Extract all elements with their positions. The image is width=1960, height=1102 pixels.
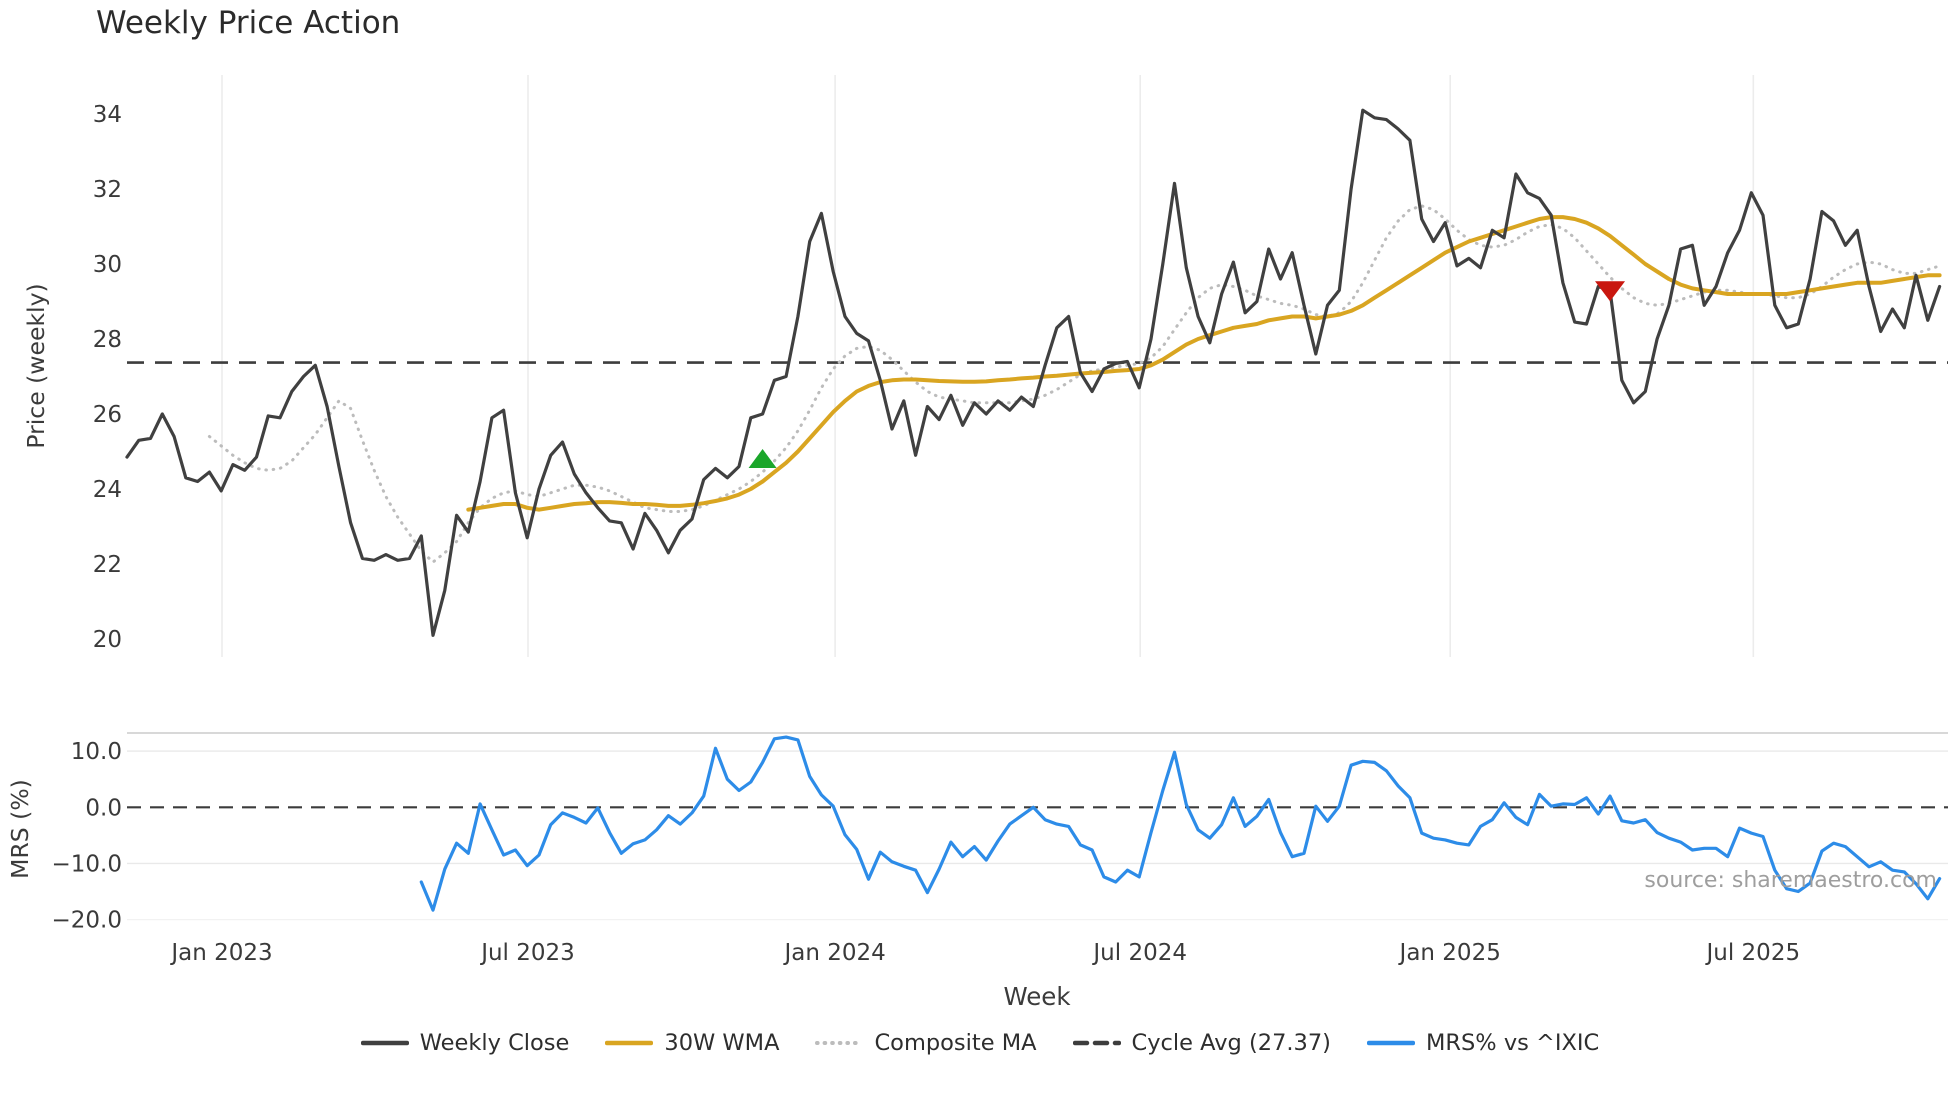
legend-item-cycle-avg-27-37: Cycle Avg (27.37) bbox=[1072, 1030, 1331, 1056]
mrs-y-tick-label: −20.0 bbox=[52, 908, 122, 934]
x-axis-title: Week bbox=[1003, 982, 1071, 1011]
x-tick-label: Jan 2024 bbox=[782, 940, 885, 966]
chart-title: Weekly Price Action bbox=[96, 5, 401, 41]
price-y-tick-label: 22 bbox=[93, 552, 122, 578]
mrs-y-tick-label: 0.0 bbox=[85, 795, 122, 821]
weekly-close-line bbox=[125, 108, 1942, 637]
legend-swatch-dotted-icon bbox=[815, 1041, 864, 1045]
chart-legend: Weekly Close 30W WMA Composite MA Cycle Avg… bbox=[0, 1030, 1960, 1056]
mrs-line bbox=[419, 735, 1942, 912]
legend-label: Cycle Avg (27.37) bbox=[1131, 1030, 1331, 1056]
price-y-tick-label: 30 bbox=[93, 252, 122, 278]
mrs-y-tick-label: 10.0 bbox=[71, 739, 122, 765]
wma-line bbox=[466, 215, 1942, 512]
sell-signal-marker-icon bbox=[1595, 281, 1626, 302]
x-tick-label: Jul 2025 bbox=[1704, 940, 1800, 966]
price-y-tick-label: 26 bbox=[93, 402, 122, 428]
x-tick-label: Jan 2025 bbox=[1398, 940, 1501, 966]
legend-swatch-solid-icon bbox=[1366, 1040, 1415, 1046]
legend-item-mrs-vs-ixic: MRS% vs ^IXIC bbox=[1366, 1030, 1600, 1056]
legend-label: MRS% vs ^IXIC bbox=[1425, 1030, 1600, 1056]
price-y-tick-label: 28 bbox=[93, 327, 122, 353]
legend-item-composite-ma: Composite MA bbox=[815, 1030, 1037, 1056]
source-watermark: source: sharemaestro.com bbox=[1644, 868, 1937, 893]
price-y-axis-title: Price (weekly) bbox=[22, 283, 50, 448]
x-tick-label: Jan 2023 bbox=[169, 940, 272, 966]
price-y-tick-label: 32 bbox=[93, 177, 122, 203]
legend-item-weekly-close: Weekly Close bbox=[360, 1030, 570, 1056]
price-y-tick-label: 34 bbox=[93, 102, 122, 128]
legend-label: 30W WMA bbox=[664, 1030, 780, 1056]
legend-swatch-solid-icon bbox=[605, 1040, 654, 1046]
x-tick-label: Jul 2023 bbox=[479, 940, 575, 966]
price-y-tick-label: 20 bbox=[93, 627, 122, 653]
legend-item-30w-wma: 30W WMA bbox=[605, 1030, 779, 1056]
price-y-tick-label: 24 bbox=[93, 477, 122, 503]
buy-signal-marker-icon bbox=[748, 449, 777, 468]
legend-swatch-dashed-icon bbox=[1072, 1040, 1121, 1046]
mrs-y-tick-label: −10.0 bbox=[52, 851, 122, 877]
legend-label: Weekly Close bbox=[419, 1030, 570, 1056]
x-tick-label: Jul 2024 bbox=[1091, 940, 1187, 966]
legend-swatch-solid-icon bbox=[360, 1040, 409, 1046]
mrs-y-axis-title: MRS (%) bbox=[6, 779, 34, 879]
legend-label: Composite MA bbox=[874, 1030, 1037, 1056]
